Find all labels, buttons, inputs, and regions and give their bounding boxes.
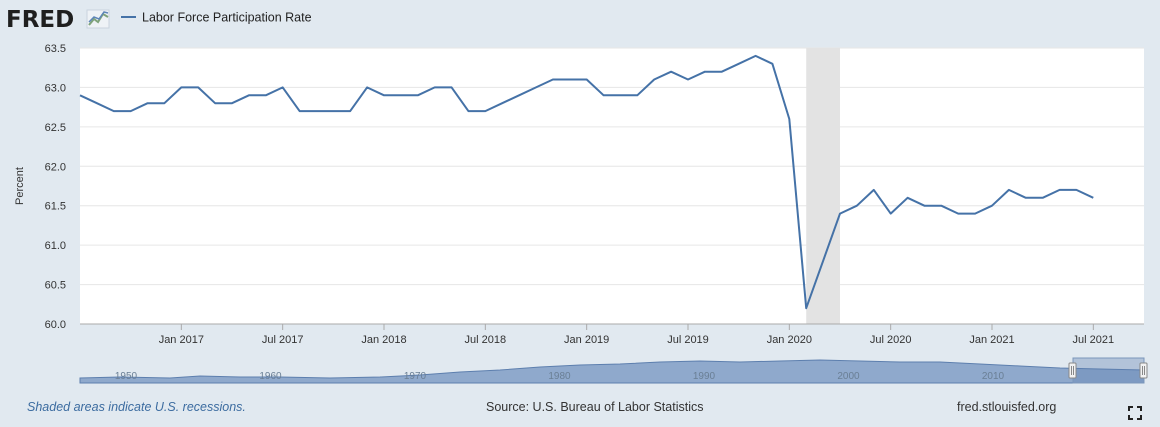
legend-label: Labor Force Participation Rate: [142, 11, 312, 25]
navigator-year-label: 1980: [548, 371, 571, 382]
y-tick-label: 61.0: [45, 240, 66, 252]
x-tick-label: Jan 2020: [767, 334, 812, 346]
navigator-selection[interactable]: [1072, 357, 1145, 384]
x-tick-label: Jul 2017: [262, 334, 304, 346]
y-tick-label: 62.5: [45, 122, 66, 134]
navigator-year-label: 2010: [982, 371, 1005, 382]
x-tick-label: Jan 2017: [159, 334, 204, 346]
plot-area: [80, 48, 1144, 324]
navigator-area: [79, 359, 1145, 384]
navigator-year-label: 1990: [693, 371, 716, 382]
navigator-year-label: 1950: [115, 371, 138, 382]
x-axis-ticks: Jan 2017 Jul 2017 Jan 2018 Jul 2018 Jan 2019…: [159, 324, 1114, 346]
y-axis-label: Percent: [14, 167, 26, 205]
y-tick-label: 60.5: [45, 280, 66, 292]
y-tick-label: 61.5: [45, 201, 66, 213]
x-tick-label: Jul 2020: [870, 334, 912, 346]
x-tick-label: Jul 2018: [465, 334, 507, 346]
recession-note: Shaded areas indicate U.S. recessions.: [27, 400, 246, 414]
x-tick-label: Jul 2021: [1073, 334, 1115, 346]
fred-logo[interactable]: FRED: [6, 7, 110, 33]
source-text: Source: U.S. Bureau of Labor Statistics: [486, 400, 704, 414]
y-tick-label: 62.0: [45, 161, 66, 173]
y-axis-ticks: 60.0 60.5 61.0 61.5 62.0 62.5 63.0 63.5: [45, 43, 66, 331]
navigator-right-handle[interactable]: [1139, 362, 1148, 379]
navigator-year-label: 2000: [837, 371, 860, 382]
x-tick-label: Jul 2019: [667, 334, 709, 346]
fred-logo-chart-icon: [86, 9, 110, 29]
gridlines: [80, 47, 1144, 286]
navigator-year-label: 1960: [259, 371, 282, 382]
navigator-left-handle[interactable]: [1068, 362, 1077, 379]
recession-band: [806, 48, 840, 324]
legend[interactable]: Labor Force Participation Rate: [121, 11, 312, 25]
y-tick-label: 63.5: [45, 43, 66, 55]
fullscreen-icon[interactable]: [1128, 406, 1142, 420]
x-tick-label: Jan 2021: [969, 334, 1014, 346]
navigator-year-label: 1970: [404, 371, 427, 382]
x-tick-label: Jan 2018: [361, 334, 406, 346]
x-tick-label: Jan 2019: [564, 334, 609, 346]
y-tick-label: 60.0: [45, 319, 66, 331]
navigator-labels: 1950 1960 1970 1980 1990 2000 2010: [115, 371, 1005, 382]
series-line-labor-force-participation-rate[interactable]: [79, 54, 1094, 310]
range-navigator[interactable]: 1950 1960 1970 1980 1990 2000 2010: [79, 357, 1148, 384]
site-link[interactable]: fred.stlouisfed.org: [957, 400, 1057, 414]
y-tick-label: 63.0: [45, 82, 66, 94]
fred-logo-text: FRED: [6, 7, 74, 33]
recession-bands: [806, 48, 840, 324]
